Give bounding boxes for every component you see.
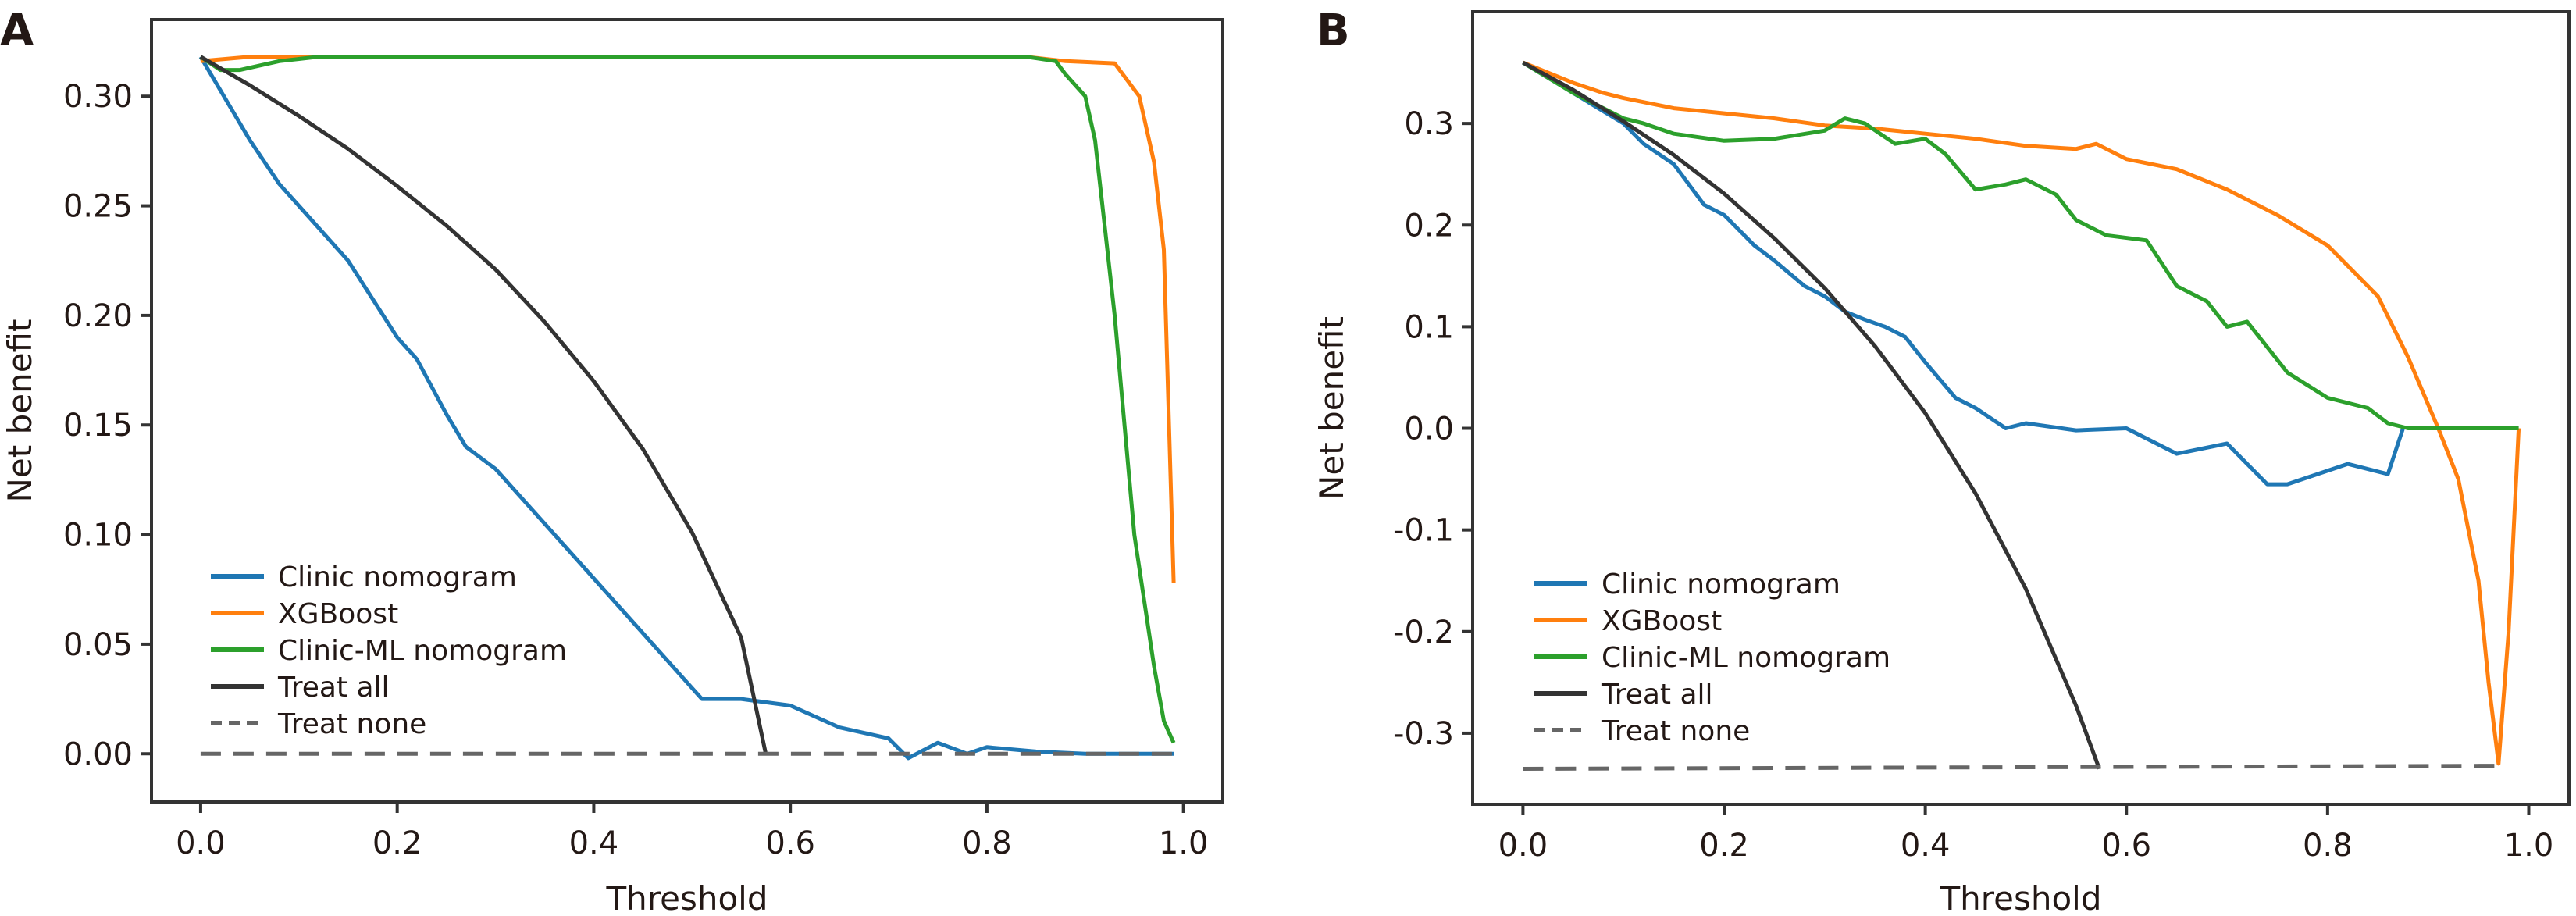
y-tick-label: 0.05 — [63, 627, 133, 663]
x-tick-label: 0.8 — [2303, 828, 2353, 864]
legend: Clinic nomogram XGBoost Clinic-ML nomogram… — [1534, 568, 1890, 747]
x-tick-label: 0.6 — [765, 825, 815, 861]
series-line-treat-all — [1522, 60, 2101, 770]
legend: Clinic nomogram XGBoost Clinic-ML nomogram… — [211, 561, 567, 740]
y-tick-label: 0.0 — [1404, 412, 1454, 447]
y-tick-label: 0.2 — [1404, 208, 1454, 244]
y-tick-label: 0.15 — [63, 408, 133, 444]
series-line-clinic-nomogram — [1522, 60, 2405, 487]
x-tick-label: 0.2 — [372, 825, 422, 861]
y-tick-label: -0.1 — [1393, 513, 1454, 549]
series-line-xgboost — [200, 55, 1176, 583]
y-tick-label: 0.10 — [63, 518, 133, 554]
legend-label: Treat none — [277, 708, 426, 740]
legend-label: XGBoost — [1602, 605, 1722, 637]
panel-a: A 0.0 0.2 0.4 0.6 0.8 1.0 0.00 0.05 0.10 0.15 0.20 0… — [0, 5, 1224, 916]
x-axis-label: Threshold — [606, 879, 768, 916]
y-tick-label: -0.3 — [1393, 716, 1454, 752]
y-tick-label: 0.1 — [1404, 309, 1454, 345]
x-tick-label: 0.4 — [569, 825, 619, 861]
y-axis-label: Net benefit — [1, 319, 39, 503]
y-tick-label: -0.2 — [1393, 615, 1454, 650]
plot-frame — [150, 18, 1224, 804]
y-tick-label: 0.30 — [63, 79, 133, 115]
legend-label: Treat none — [1601, 715, 1750, 747]
x-tick-label: 0.4 — [1901, 828, 1951, 864]
y-tick-label: 0.20 — [63, 298, 133, 334]
series-line-treat-all — [199, 55, 768, 754]
series-line-clinic-ml-nomogram — [199, 55, 1176, 744]
series-line-treat-none — [1523, 764, 2499, 771]
x-axis-label: Threshold — [1940, 879, 2102, 916]
legend-label: XGBoost — [278, 598, 398, 630]
panel-letter: A — [0, 5, 34, 56]
legend-label: Clinic nomogram — [1602, 568, 1840, 601]
x-tick-label: 0.0 — [176, 825, 226, 861]
series-line-clinic-nomogram — [198, 55, 1174, 761]
x-tick-label: 1.0 — [1159, 825, 1209, 861]
series-line-xgboost — [1522, 60, 2521, 766]
series-line-clinic-ml-nomogram — [1522, 60, 2519, 430]
x-tick-label: 0.2 — [1699, 828, 1749, 864]
legend-label: Treat all — [277, 672, 390, 704]
legend-label: Clinic-ML nomogram — [1602, 642, 1890, 674]
plot-frame — [1471, 10, 2571, 806]
legend-label: Treat all — [1601, 679, 1713, 711]
y-tick-label: 0.3 — [1404, 106, 1454, 142]
panel-letter: B — [1317, 5, 1350, 56]
x-tick-label: 1.0 — [2504, 828, 2554, 864]
y-tick-label: 0.25 — [63, 189, 133, 225]
y-axis-label: Net benefit — [1313, 316, 1351, 500]
legend-label: Clinic-ML nomogram — [278, 635, 567, 667]
panel-b: B 0.0 0.2 0.4 0.6 0.8 1.0 -0.3 -0.2 -0.1 0.0 0.1 0.2… — [1313, 5, 2571, 916]
x-tick-label: 0.0 — [1498, 828, 1548, 864]
x-tick-label: 0.6 — [2101, 828, 2151, 864]
y-tick-label: 0.00 — [63, 736, 133, 772]
x-tick-label: 0.8 — [962, 825, 1012, 861]
legend-label: Clinic nomogram — [278, 561, 517, 593]
